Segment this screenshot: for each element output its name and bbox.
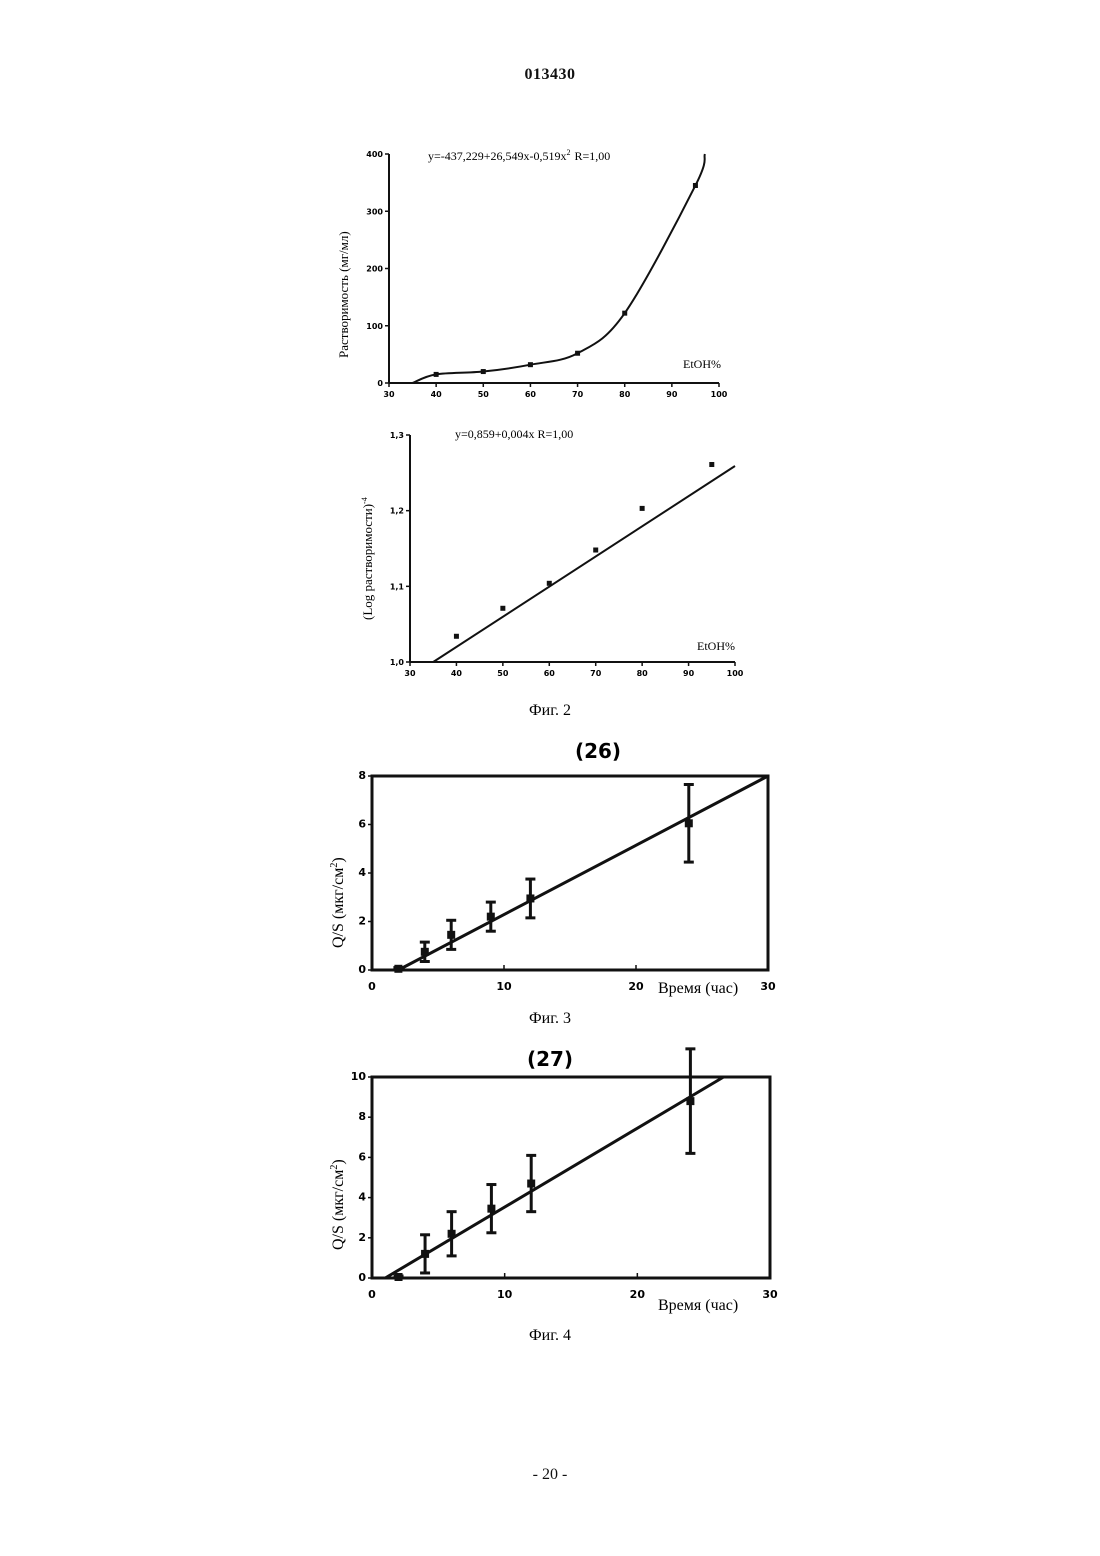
data-point: [547, 581, 552, 586]
data-point: [709, 462, 714, 467]
y-tick-label: 8: [358, 769, 366, 782]
fit-line: [385, 1077, 723, 1278]
data-point: [500, 606, 505, 611]
y-tick-label: 1,1: [390, 582, 405, 591]
y-tick-label: 100: [366, 322, 383, 331]
x-tick-label: 10: [496, 980, 512, 993]
equation-label: y=-437,229+26,549x-0,519x2R=1,00: [428, 148, 610, 163]
y-tick-label: 0: [358, 963, 366, 976]
data-point: [448, 1230, 456, 1238]
permeation-chart-26: (26) 0 10 20 30 0 2 4 6 8 Время (час) Q/S (мкг/с…: [329, 739, 776, 997]
data-point: [447, 931, 455, 939]
y-tick-label: 4: [358, 866, 366, 879]
y-tick-label: 1,2: [390, 507, 404, 516]
fit-line: [433, 466, 735, 662]
x-tick-label: 30: [404, 669, 416, 678]
data-point: [434, 372, 439, 377]
fit-line: [398, 776, 768, 970]
x-tick-label: 0: [368, 980, 376, 993]
data-point: [528, 362, 533, 367]
y-tick-label: 0: [377, 379, 383, 388]
equation-label: y=0,859+0,004x R=1,00: [455, 427, 573, 441]
y-tick-label: 200: [366, 265, 383, 274]
panel-label: (26): [575, 739, 621, 763]
x-tick-label: 60: [544, 669, 556, 678]
plot-frame: [372, 1077, 770, 1278]
y-tick-label: 300: [366, 207, 383, 216]
figure-4-caption: Фиг. 4: [529, 1327, 571, 1344]
x-tick-label: 30: [383, 390, 395, 399]
permeation-chart-27: (27) 0 10 20 30 0 2 4 6 8 10 Время (час) Q/S (мкг…: [329, 1047, 778, 1314]
data-point: [487, 913, 495, 921]
x-tick-label: 40: [431, 390, 443, 399]
x-tick-label: 60: [525, 390, 537, 399]
x-tick-label: 30: [762, 1288, 778, 1301]
x-tick-label: 70: [572, 390, 584, 399]
log-solubility-chart: 30 40 50 60 70 80 90 100 1,0 1,1 1,2 1,3 y=0,859+0,…: [360, 427, 744, 678]
data-point: [421, 948, 429, 956]
y-tick-label: 10: [351, 1070, 367, 1083]
data-point: [527, 1180, 535, 1188]
y-tick-label: 4: [358, 1191, 366, 1204]
data-point: [487, 1205, 495, 1213]
x-tick-label: 50: [497, 669, 509, 678]
x-tick-label: 90: [683, 669, 695, 678]
data-point: [593, 548, 598, 553]
data-point: [686, 1097, 694, 1105]
y-tick-label: 0: [358, 1271, 366, 1284]
x-axis-label: EtOH%: [697, 639, 735, 653]
fit-curve: [413, 154, 705, 383]
y-tick-label: 2: [358, 1231, 366, 1244]
panel-label: (27): [527, 1047, 573, 1071]
y-tick-label: 400: [366, 150, 383, 159]
x-tick-label: 80: [637, 669, 649, 678]
x-tick-label: 30: [760, 980, 776, 993]
y-tick-label: 2: [358, 915, 366, 928]
data-point: [622, 311, 627, 316]
x-axis-label: Время (час): [658, 980, 738, 997]
figure-2-caption: Фиг. 2: [529, 702, 571, 719]
y-tick-label: 1,0: [390, 658, 405, 667]
data-point: [526, 894, 534, 902]
x-tick-label: 20: [628, 980, 644, 993]
data-point: [640, 506, 645, 511]
data-point: [394, 965, 402, 973]
page-number: - 20 -: [0, 1466, 1100, 1484]
x-tick-label: 50: [478, 390, 490, 399]
x-tick-label: 90: [666, 390, 678, 399]
data-point: [575, 351, 580, 356]
x-tick-label: 20: [630, 1288, 646, 1301]
y-axis-label: (Log растворимости)-4: [360, 497, 375, 620]
y-axis-label: Растворимость (мг/мл): [336, 231, 351, 358]
data-point: [395, 1273, 403, 1281]
y-tick-label: 6: [358, 818, 366, 831]
x-tick-label: 70: [590, 669, 602, 678]
y-tick-label: 6: [358, 1150, 366, 1163]
y-tick-label: 1,3: [390, 431, 404, 440]
y-axis-label: Q/S (мкг/см2): [329, 1159, 347, 1250]
y-tick-label: 8: [358, 1110, 366, 1123]
plot-frame: [372, 776, 768, 970]
x-tick-label: 10: [497, 1288, 513, 1301]
x-tick-label: 40: [451, 669, 463, 678]
data-point: [693, 183, 698, 188]
data-point: [421, 1250, 429, 1258]
data-point: [481, 369, 486, 374]
x-tick-label: 0: [368, 1288, 376, 1301]
x-axis-label: Время (час): [658, 1297, 738, 1314]
figure-3-caption: Фиг. 3: [529, 1010, 571, 1027]
x-tick-label: 80: [619, 390, 631, 399]
data-point: [685, 819, 693, 827]
data-point: [454, 634, 459, 639]
solubility-chart: 30 40 50 60 70 80 90 100 0 100 200 300 400 y=-437,22…: [336, 148, 728, 399]
x-tick-label: 100: [727, 669, 744, 678]
x-axis-label: EtOH%: [683, 357, 721, 371]
y-axis-label: Q/S (мкг/см2): [329, 857, 347, 948]
x-tick-label: 100: [711, 390, 728, 399]
